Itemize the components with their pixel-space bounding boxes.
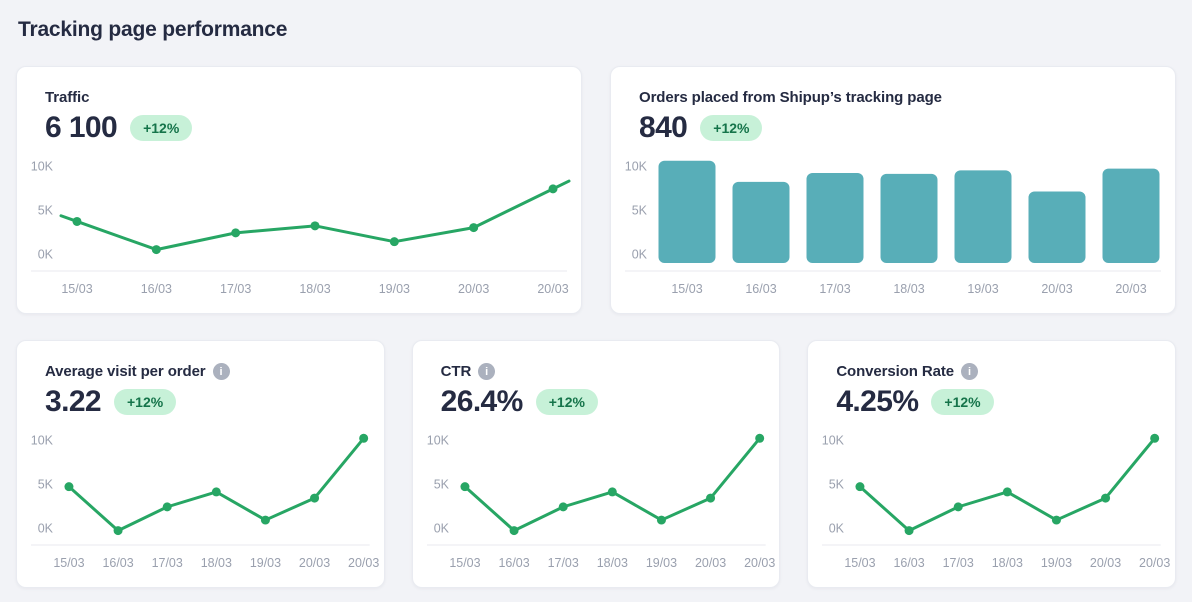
svg-text:10K: 10K — [31, 434, 54, 448]
svg-text:16/03: 16/03 — [894, 556, 925, 570]
orders-value: 840 — [639, 111, 688, 144]
svg-text:15/03: 15/03 — [61, 282, 92, 296]
svg-text:10K: 10K — [31, 160, 54, 174]
card-header: Orders placed from Shipup’s tracking pag… — [639, 89, 1147, 106]
card-header: Average visit per order — [45, 363, 356, 380]
svg-text:16/03: 16/03 — [102, 556, 133, 570]
info-icon[interactable] — [961, 363, 979, 380]
svg-text:19/03: 19/03 — [1041, 556, 1072, 570]
metric-row: 3.22 +12% — [45, 385, 356, 419]
svg-text:17/03: 17/03 — [943, 556, 974, 570]
orders-bar-chart: 0K 5K 10K 15/03 16/03 17/03 18/03 19/03 20/03 20/… — [625, 160, 1161, 296]
svg-text:15/03: 15/03 — [671, 282, 702, 296]
conversion-rate-card-title: Conversion Rate — [836, 363, 955, 380]
svg-text:19/03: 19/03 — [250, 556, 281, 570]
svg-text:18/03: 18/03 — [201, 556, 232, 570]
svg-text:15/03: 15/03 — [449, 556, 480, 570]
average-visit-value: 3.22 — [45, 385, 102, 418]
svg-text:20/03: 20/03 — [1041, 282, 1072, 296]
svg-text:10K: 10K — [426, 434, 449, 448]
average-visit-line-chart: 0K 5K 10K 15/03 16/03 17/03 18/03 19/03 20/03 20/… — [31, 434, 380, 570]
svg-text:5K: 5K — [38, 204, 54, 218]
top-row: Traffic 6 100 +12% 0K 5K 10K 15/03 16/03 17/0… — [16, 66, 1176, 314]
trend-badge: +12% — [535, 389, 598, 415]
average-visit-card: Average visit per order 3.22 +12% 0K 5K 10… — [16, 340, 385, 588]
svg-text:17/03: 17/03 — [220, 282, 251, 296]
svg-text:5K: 5K — [38, 478, 54, 492]
svg-text:20/03: 20/03 — [1090, 556, 1121, 570]
orders-card: Orders placed from Shipup’s tracking pag… — [610, 66, 1176, 314]
conversion-rate-card: Conversion Rate 4.25% +12% 0K 5K 10K 15/03 1… — [807, 340, 1176, 588]
svg-text:5K: 5K — [632, 204, 648, 218]
svg-text:18/03: 18/03 — [596, 556, 627, 570]
svg-text:18/03: 18/03 — [299, 282, 330, 296]
svg-text:16/03: 16/03 — [745, 282, 776, 296]
info-icon[interactable] — [212, 363, 230, 380]
traffic-value: 6 100 — [45, 111, 118, 144]
traffic-line-chart: 0K 5K 10K 15/03 16/03 17/03 18/03 19/03 20/03 20/… — [31, 160, 571, 296]
card-header: Conversion Rate — [836, 363, 1147, 380]
trend-badge: +12% — [931, 389, 994, 415]
svg-text:16/03: 16/03 — [141, 282, 172, 296]
svg-text:19/03: 19/03 — [379, 282, 410, 296]
svg-text:20/03: 20/03 — [299, 556, 330, 570]
traffic-card-title: Traffic — [45, 89, 90, 106]
svg-text:0K: 0K — [38, 248, 54, 262]
svg-text:17/03: 17/03 — [819, 282, 850, 296]
average-visit-card-title: Average visit per order — [45, 363, 206, 380]
svg-text:15/03: 15/03 — [845, 556, 876, 570]
conversion-rate-line-chart: 0K 5K 10K 15/03 16/03 17/03 18/03 19/03 20/03 20/… — [822, 434, 1171, 570]
trend-badge: +12% — [700, 115, 763, 141]
svg-text:5K: 5K — [433, 478, 449, 492]
svg-text:18/03: 18/03 — [992, 556, 1023, 570]
orders-card-title: Orders placed from Shipup’s tracking pag… — [639, 89, 942, 106]
svg-text:20/03: 20/03 — [695, 556, 726, 570]
bottom-row: Average visit per order 3.22 +12% 0K 5K 10… — [16, 340, 1176, 588]
card-header: CTR — [441, 363, 752, 380]
page-title: Tracking page performance — [18, 18, 288, 41]
svg-text:0K: 0K — [38, 521, 54, 535]
traffic-card: Traffic 6 100 +12% 0K 5K 10K 15/03 16/03 17/0… — [16, 66, 582, 314]
trend-badge: +12% — [114, 389, 177, 415]
svg-text:20/03: 20/03 — [1115, 282, 1146, 296]
card-header: Traffic — [45, 89, 553, 106]
conversion-rate-value: 4.25% — [836, 385, 919, 418]
ctr-value: 26.4% — [440, 385, 524, 418]
svg-text:0K: 0K — [829, 521, 845, 535]
svg-text:0K: 0K — [433, 521, 449, 535]
trend-badge: +12% — [130, 115, 193, 141]
ctr-card: CTR 26.4% +12% 0K 5K 10K 15/03 16/03 17/03 18/… — [411, 340, 781, 588]
metric-row: 6 100 +12% — [45, 111, 553, 145]
svg-text:20/03: 20/03 — [537, 282, 568, 296]
svg-text:19/03: 19/03 — [967, 282, 998, 296]
info-icon[interactable] — [478, 363, 496, 380]
svg-text:15/03: 15/03 — [53, 556, 84, 570]
svg-text:19/03: 19/03 — [645, 556, 676, 570]
svg-text:20/03: 20/03 — [1139, 556, 1170, 570]
svg-text:17/03: 17/03 — [152, 556, 183, 570]
svg-text:0K: 0K — [632, 248, 648, 262]
ctr-card-title: CTR — [440, 363, 472, 380]
svg-text:16/03: 16/03 — [498, 556, 529, 570]
svg-text:18/03: 18/03 — [893, 282, 924, 296]
ctr-line-chart: 0K 5K 10K 15/03 16/03 17/03 18/03 19/03 20/03 20/… — [426, 434, 775, 570]
metric-row: 840 +12% — [639, 111, 1147, 145]
svg-text:5K: 5K — [829, 478, 845, 492]
svg-text:20/03: 20/03 — [744, 556, 775, 570]
svg-text:10K: 10K — [625, 160, 648, 174]
metric-row: 26.4% +12% — [441, 385, 752, 419]
metric-row: 4.25% +12% — [836, 385, 1147, 419]
svg-text:20/03: 20/03 — [348, 556, 379, 570]
svg-text:17/03: 17/03 — [547, 556, 578, 570]
svg-text:10K: 10K — [822, 434, 845, 448]
svg-text:20/03: 20/03 — [458, 282, 489, 296]
